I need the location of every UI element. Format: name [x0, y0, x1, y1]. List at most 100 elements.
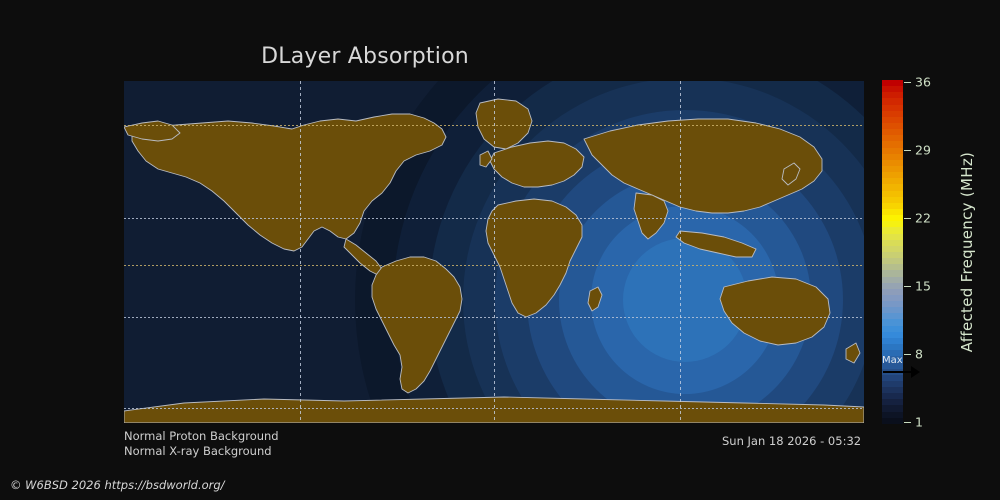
landmass-india	[633, 192, 669, 240]
max-marker-label: Max	[882, 355, 903, 366]
colorbar-tick-mark-15	[904, 286, 911, 287]
colorbar-band-13	[882, 159, 903, 166]
landmass-asia	[583, 118, 823, 214]
coastline-layer	[124, 98, 864, 423]
colorbar-band-22	[882, 215, 903, 222]
colorbar-band-55	[882, 417, 903, 424]
colorbar-band-26	[882, 239, 903, 246]
colorbar-band-27	[882, 245, 903, 252]
landmass-alaska	[124, 120, 181, 142]
landmass-madagascar	[587, 286, 603, 312]
colorbar-tick-label-15: 15	[915, 278, 931, 294]
colorbar-band-54	[882, 411, 903, 418]
colorbar-band-31	[882, 270, 903, 277]
colorbar-band-20	[882, 202, 903, 209]
world-map-plot[interactable]	[124, 81, 864, 423]
colorbar-band-44	[882, 350, 903, 357]
landmass-australia	[719, 276, 831, 346]
colorbar[interactable]: 36 29 22 15 8 1 Max Affected Frequency (MHz)	[882, 75, 976, 430]
max-arrow-icon	[883, 371, 913, 373]
landmass-south-america	[371, 256, 463, 394]
colorbar-band-29	[882, 258, 903, 265]
colorbar-tick-label-29: 29	[915, 142, 931, 158]
colorbar-band-48	[882, 374, 903, 381]
gridline-prime-meridian	[494, 81, 495, 423]
max-arrow-head-icon	[911, 366, 920, 378]
colorbar-band-51	[882, 393, 903, 400]
colorbar-band-6	[882, 116, 903, 123]
colorbar-band-36	[882, 301, 903, 308]
colorbar-band-28	[882, 251, 903, 259]
colorbar-band-17	[882, 184, 903, 191]
colorbar-band-42	[882, 337, 903, 345]
landmass-new-zealand	[845, 342, 861, 364]
colorbar-band-15	[882, 172, 903, 179]
timestamp: Sun Jan 18 2026 - 05:32	[722, 434, 862, 448]
colorbar-band-35	[882, 294, 903, 302]
colorbar-band-23	[882, 221, 903, 228]
colorbar-band-33	[882, 282, 903, 289]
colorbar-band-3	[882, 98, 903, 105]
colorbar-band-5	[882, 110, 903, 117]
colorbar-tick-mark-29	[904, 150, 911, 151]
colorbar-band-52	[882, 399, 903, 406]
landmass-indonesia	[675, 230, 757, 258]
landmass-greenland	[475, 98, 533, 150]
status-proton-background: Normal Proton Background	[124, 429, 279, 443]
colorbar-band-0	[882, 80, 903, 87]
colorbar-band-43	[882, 344, 903, 351]
colorbar-band-7	[882, 122, 903, 130]
colorbar-tick-label-1: 1	[915, 414, 923, 430]
status-xray-background: Normal X-ray Background	[124, 444, 272, 458]
colorbar-tick-label-36: 36	[915, 74, 931, 90]
colorbar-band-53	[882, 405, 903, 412]
colorbar-tick-mark-36	[904, 82, 911, 83]
landmass-north-america	[131, 113, 447, 252]
page-title: DLayer Absorption	[261, 44, 469, 69]
colorbar-band-1	[882, 86, 903, 93]
colorbar-band-32	[882, 276, 903, 283]
colorbar-axis-label: Affected Frequency (MHz)	[958, 151, 976, 353]
landmass-central-america	[343, 238, 383, 276]
colorbar-band-2	[882, 92, 903, 99]
landmass-africa	[485, 198, 583, 318]
colorbar-band-30	[882, 264, 903, 271]
footer-credit: © W6BSD 2026 https://bsdworld.org/	[10, 478, 225, 492]
colorbar-band-41	[882, 331, 903, 338]
colorbar-band-38	[882, 313, 903, 320]
colorbar-band-18	[882, 190, 903, 197]
colorbar-band-9	[882, 135, 903, 142]
colorbar-band-14	[882, 165, 903, 173]
colorbar-band-11	[882, 147, 903, 154]
colorbar-band-25	[882, 233, 903, 240]
colorbar-band-37	[882, 307, 903, 314]
colorbar-tick-label-8: 8	[915, 346, 923, 362]
landmass-europe	[489, 140, 585, 188]
colorbar-band-16	[882, 178, 903, 185]
gridline-meridian-east	[680, 81, 681, 423]
colorbar-band-45	[882, 356, 903, 363]
colorbar-band-34	[882, 288, 903, 295]
status-block: Normal Proton Background Normal X-ray Ba…	[124, 429, 279, 459]
colorbar-band-10	[882, 141, 903, 148]
colorbar-band-4	[882, 104, 903, 111]
colorbar-gradient	[882, 80, 903, 424]
colorbar-band-49	[882, 380, 903, 388]
colorbar-tick-mark-1	[904, 422, 911, 423]
colorbar-band-46	[882, 362, 903, 369]
colorbar-band-8	[882, 129, 903, 136]
colorbar-tick-label-22: 22	[915, 210, 931, 226]
colorbar-band-50	[882, 387, 903, 394]
colorbar-tick-mark-22	[904, 218, 911, 219]
colorbar-band-24	[882, 227, 903, 234]
colorbar-band-19	[882, 196, 903, 203]
landmass-british-isles	[479, 150, 493, 168]
colorbar-band-21	[882, 208, 903, 216]
gridline-meridian-west	[300, 81, 301, 423]
colorbar-tick-mark-8	[904, 354, 911, 355]
landmass-japan	[781, 162, 801, 186]
max-marker: Max	[881, 356, 927, 378]
colorbar-band-40	[882, 325, 903, 332]
colorbar-band-39	[882, 319, 903, 326]
